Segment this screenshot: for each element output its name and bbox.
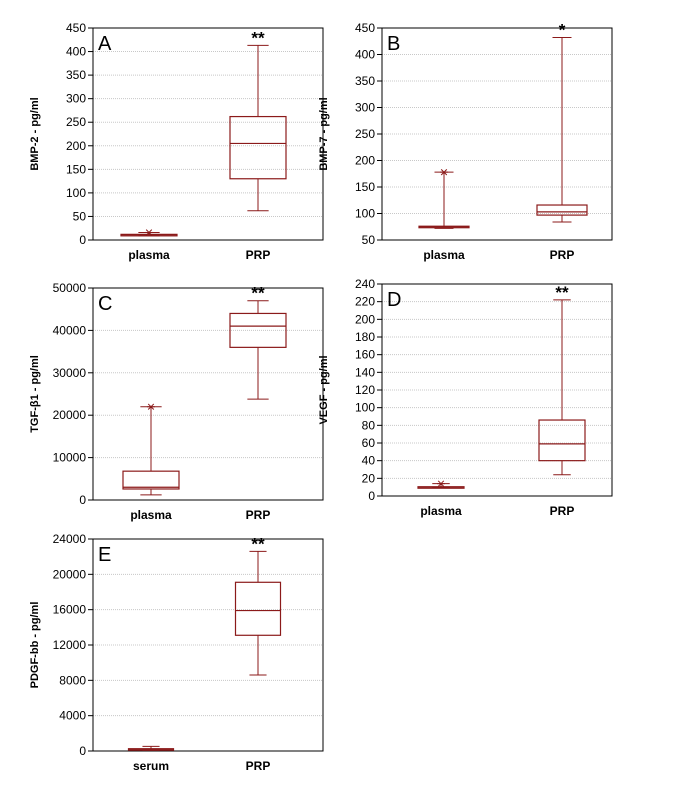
y-tick-label: 400: [355, 48, 375, 62]
y-tick-label: 30000: [53, 366, 87, 380]
panel-letter: E: [98, 544, 111, 566]
y-tick-label: 400: [66, 45, 86, 59]
iqr-box: [229, 312, 287, 348]
y-tick-label: 300: [355, 101, 375, 115]
box-prp: [234, 550, 282, 676]
box-prp: [229, 44, 287, 212]
panel-e: 0 4000 8000 12000 16000 20000 24000 PDGF-bb - p…: [29, 532, 324, 773]
iqr-box: [538, 419, 586, 462]
y-tick-label: 12000: [53, 638, 87, 652]
category-label-plasma: plasma: [423, 248, 465, 262]
box-plasma: [120, 229, 178, 237]
panel-d: 0 20 40 60 80 100 120 140 160 180 200 220 240 VEGF - …: [318, 277, 613, 518]
y-axis-title: BMP-2 - pg/ml: [29, 97, 41, 170]
category-label-prp: PRP: [550, 248, 575, 262]
significance-marker: *: [559, 21, 566, 40]
outlier-marker: [437, 480, 445, 487]
panel-letter: B: [387, 33, 400, 55]
y-tick-label: 250: [66, 115, 86, 129]
box-plasma: [418, 169, 470, 229]
box-plasma: [417, 480, 465, 489]
y-tick-label: 450: [355, 21, 375, 35]
significance-marker: **: [251, 284, 265, 303]
y-tick-label: 40000: [53, 323, 87, 337]
y-tick-label: 240: [355, 277, 375, 291]
y-tick-label: 40: [362, 454, 376, 468]
y-tick-label: 220: [355, 295, 375, 309]
y-tick-label: 20000: [53, 408, 87, 422]
y-tick-label: 160: [355, 348, 375, 362]
significance-marker: **: [555, 283, 569, 302]
y-tick-label: 150: [66, 162, 86, 176]
significance-marker: **: [251, 28, 265, 47]
y-axis-title: BMP-7 - pg/ml: [318, 97, 330, 170]
box-prp: [536, 37, 588, 223]
y-tick-label: 20: [362, 471, 376, 485]
box-plasma: [122, 403, 180, 496]
y-tick-label: 8000: [59, 673, 86, 687]
category-label-plasma: plasma: [128, 248, 170, 262]
y-tick-label: 250: [355, 127, 375, 141]
outlier-marker: [440, 169, 448, 176]
y-tick-label: 16000: [53, 603, 87, 617]
category-label-plasma: plasma: [420, 504, 462, 518]
y-tick-label: 0: [79, 233, 86, 247]
y-tick-label: 50000: [53, 281, 87, 295]
y-tick-label: 24000: [53, 532, 87, 546]
plot-frame: [92, 287, 324, 501]
y-tick-label: 180: [355, 330, 375, 344]
y-tick-label: 200: [66, 139, 86, 153]
y-tick-label: 100: [355, 401, 375, 415]
panel-letter: D: [387, 289, 401, 311]
y-axis-title: VEGF - pg/ml: [318, 355, 330, 424]
category-label-plasma: plasma: [130, 508, 172, 522]
category-label-prp: PRP: [550, 504, 575, 518]
y-tick-label: 60: [362, 436, 376, 450]
y-tick-label: 0: [79, 744, 86, 758]
category-label-prp: PRP: [246, 508, 271, 522]
iqr-box: [536, 204, 588, 216]
iqr-box: [122, 470, 180, 490]
category-label-serum: serum: [133, 759, 169, 773]
category-label-prp: PRP: [246, 248, 271, 262]
y-tick-label: 120: [355, 383, 375, 397]
y-tick-label: 100: [66, 186, 86, 200]
significance-marker: **: [251, 534, 265, 553]
y-axis-title: PDGF-bb - pg/ml: [29, 602, 41, 689]
y-tick-label: 300: [66, 92, 86, 106]
y-tick-label: 350: [66, 68, 86, 82]
y-tick-label: 0: [368, 489, 375, 503]
y-tick-label: 200: [355, 154, 375, 168]
outlier-marker: [145, 229, 153, 236]
y-tick-label: 100: [355, 207, 375, 221]
y-tick-label: 350: [355, 74, 375, 88]
iqr-box: [229, 115, 287, 180]
y-axis-title: TGF-β1 - pg/ml: [29, 355, 41, 433]
y-tick-label: 50: [362, 233, 376, 247]
box-serum: [127, 745, 175, 751]
y-tick-label: 80: [362, 418, 376, 432]
y-tick-label: 200: [355, 312, 375, 326]
panel-letter: A: [98, 33, 112, 55]
y-tick-label: 450: [66, 21, 86, 35]
panel-b: 50 100 150 200 250 300 350 400 450 BMP-7 - pg/ml B…: [318, 21, 613, 262]
plot-frame: [92, 27, 324, 241]
outlier-marker: [147, 403, 155, 410]
panel-a: 0 50 100 150 200 250 300 350 400 450 BMP-2 - pg/ml…: [29, 21, 324, 262]
y-tick-label: 10000: [53, 451, 87, 465]
y-tick-label: 140: [355, 365, 375, 379]
y-tick-label: 150: [355, 180, 375, 194]
iqr-box: [234, 581, 282, 636]
y-tick-label: 50: [73, 209, 87, 223]
category-label-prp: PRP: [246, 759, 271, 773]
panel-letter: C: [98, 293, 112, 315]
box-prp: [229, 300, 287, 400]
y-tick-label: 20000: [53, 567, 87, 581]
box-prp: [538, 299, 586, 476]
y-tick-label: 0: [79, 493, 86, 507]
y-tick-label: 4000: [59, 709, 86, 723]
panel-c: 0 10000 20000 30000 40000 50000 TGF-β1 - pg/ml…: [29, 281, 324, 522]
